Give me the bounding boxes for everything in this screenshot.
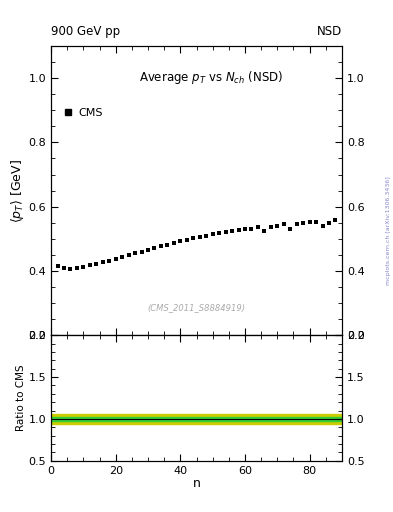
Y-axis label: $\langle p_{T} \rangle$ [GeV]: $\langle p_{T} \rangle$ [GeV] (9, 159, 26, 223)
Legend: CMS: CMS (60, 103, 107, 122)
Text: NSD: NSD (317, 26, 342, 38)
Text: 900 GeV pp: 900 GeV pp (51, 26, 120, 38)
Text: Average $p_{T}$ vs $N_{ch}$ (NSD): Average $p_{T}$ vs $N_{ch}$ (NSD) (139, 69, 283, 86)
Y-axis label: Ratio to CMS: Ratio to CMS (16, 365, 26, 431)
Text: mcplots.cern.ch [arXiv:1306.3436]: mcplots.cern.ch [arXiv:1306.3436] (386, 176, 391, 285)
X-axis label: n: n (193, 477, 200, 490)
Text: (CMS_2011_S8884919): (CMS_2011_S8884919) (147, 303, 246, 312)
